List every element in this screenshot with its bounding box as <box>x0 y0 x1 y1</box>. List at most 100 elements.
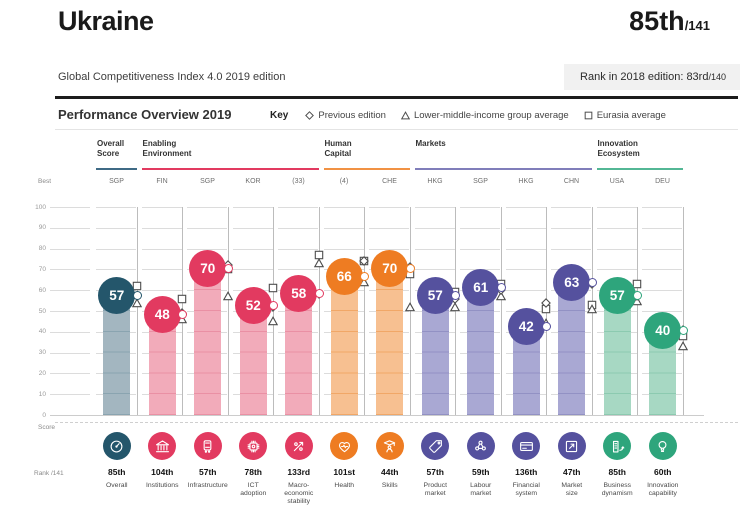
gridline-left <box>50 248 90 250</box>
section-header-overall: Overall Score <box>97 139 125 158</box>
chip-icon <box>239 432 268 460</box>
gridline <box>369 207 409 208</box>
section-underline-innovation <box>596 168 683 170</box>
marker-line <box>682 207 684 415</box>
gridline <box>596 248 637 250</box>
section-underline-enabling <box>141 168 319 170</box>
pillar-label: Market size <box>561 482 583 497</box>
gridline <box>323 207 364 208</box>
section-header-innovation: Innovation Ecosystem <box>597 139 640 158</box>
gridline <box>96 248 136 250</box>
pillar-rank: 85th <box>608 467 626 477</box>
pillar-bar <box>421 296 449 415</box>
gridline <box>460 207 500 208</box>
gridline <box>232 207 273 208</box>
y-tick-100: 100 <box>35 203 46 211</box>
best-country-code: SGP <box>473 178 488 185</box>
pillar-rank: 78th <box>244 467 262 477</box>
income-group-average-marker <box>222 291 233 301</box>
key-income-group-average-label: Lower-middle-income group average <box>413 110 569 121</box>
score-dot <box>132 290 142 300</box>
eurasia-average-marker <box>177 294 187 304</box>
previous-edition-marker <box>541 297 551 308</box>
gridline <box>187 207 227 208</box>
marker-line <box>136 207 138 415</box>
pillar-rank: 47th <box>563 467 581 477</box>
key-eurasia-average-label: Eurasia average <box>596 110 666 121</box>
pillar-rank: 57th <box>199 467 217 477</box>
gridline <box>505 290 546 292</box>
score-circle: 52 <box>234 287 272 325</box>
graduate-icon <box>375 432 404 460</box>
section-underline-overall <box>96 168 137 170</box>
gridline <box>414 269 455 271</box>
gridline-left <box>50 373 90 375</box>
marker-line <box>364 207 365 415</box>
rank-row-label: Rank /141 <box>34 470 64 477</box>
gridline <box>505 248 546 250</box>
score-dot <box>451 290 460 300</box>
key-divider <box>55 129 738 130</box>
gridline-left <box>50 227 90 229</box>
best-country-code: HKG <box>518 178 534 185</box>
score-dot <box>360 272 369 282</box>
edition-subtitle: Global Competitiveness Index 4.0 2019 ed… <box>58 71 286 83</box>
gridline <box>596 227 637 229</box>
score-circle: 42 <box>507 308 545 346</box>
gridline <box>642 311 682 312</box>
pillar-rank: 136th <box>515 467 538 477</box>
gridline <box>278 269 318 271</box>
gridline <box>505 269 546 271</box>
pillar-rank: 104th <box>151 467 174 477</box>
gridline <box>141 248 182 250</box>
gridline-left <box>50 352 90 354</box>
gridline <box>369 227 409 229</box>
expand-arrow-icon <box>557 432 586 460</box>
pillar-rank: 101st <box>333 467 356 477</box>
pillar-label: Innovation capability <box>647 482 679 497</box>
score-circle: 70 <box>189 249 227 287</box>
previous-edition-marker <box>359 256 369 266</box>
score-dot <box>633 290 642 300</box>
best-country-code: SGP <box>109 178 124 185</box>
score-dot <box>269 301 278 311</box>
overall-rank-total: /141 <box>684 18 710 33</box>
gridline <box>596 269 637 271</box>
best-country-code: FIN <box>156 178 168 185</box>
gridline <box>642 290 682 292</box>
pillar-bar <box>376 269 404 415</box>
score-circle: 70 <box>371 249 409 287</box>
best-country-code: CHN <box>563 178 580 185</box>
y-tick-50: 50 <box>38 307 46 315</box>
best-country-code: DEU <box>655 178 670 185</box>
key-previous-edition-label: Previous edition <box>318 110 386 121</box>
heart-pulse-icon <box>330 432 359 460</box>
y-tick-20: 20 <box>38 369 46 377</box>
y-tick-90: 90 <box>38 224 46 232</box>
triangle-marker-icon <box>400 111 410 120</box>
gridline <box>278 207 318 208</box>
lightbulb-icon <box>648 432 677 460</box>
pillar-label: Institutions <box>146 482 179 489</box>
score-dot <box>678 326 688 336</box>
pillar-rank: 44th <box>381 467 399 477</box>
gridline-left <box>50 290 90 292</box>
y-tick-30: 30 <box>38 349 46 357</box>
score-dot <box>405 263 415 273</box>
pillar-label: Macro- economic stability <box>284 482 314 505</box>
gridline <box>460 227 500 229</box>
pillar-label: Skills <box>381 482 398 489</box>
income-group-average-marker <box>268 316 278 326</box>
gridline <box>596 207 637 208</box>
y-tick-10: 10 <box>38 390 46 398</box>
gridline <box>96 207 136 208</box>
gridline <box>642 227 682 229</box>
gridline <box>232 227 273 229</box>
pillar-bar <box>194 269 222 415</box>
overall-rank-value: 85th <box>629 6 685 36</box>
y-tick-60: 60 <box>38 286 46 294</box>
x-axis-line <box>50 415 704 416</box>
percent-arrow-icon <box>284 432 313 460</box>
gridline <box>187 248 227 250</box>
